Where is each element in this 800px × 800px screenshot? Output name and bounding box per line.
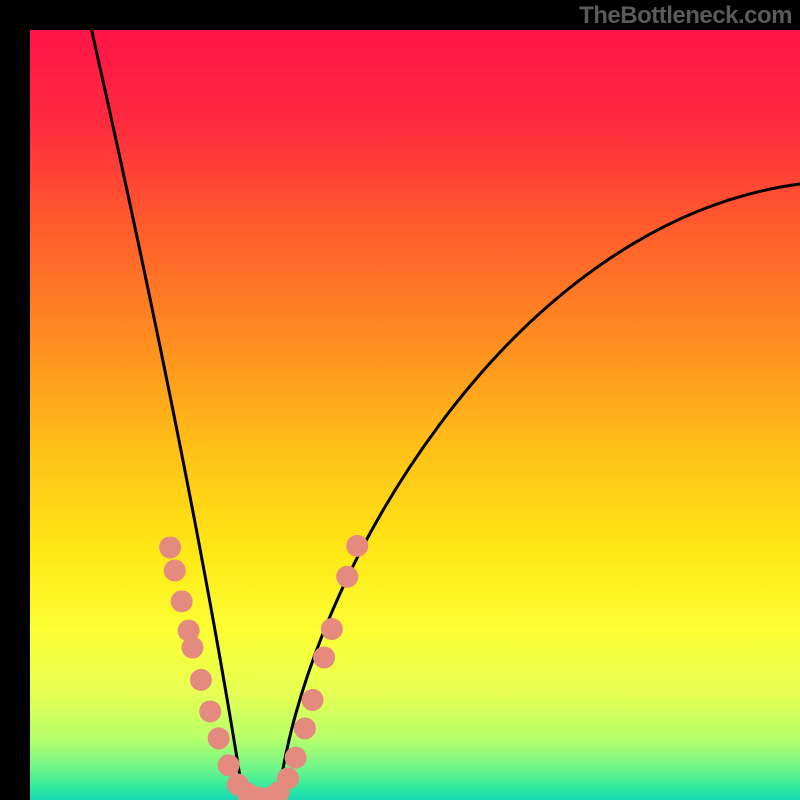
marker-point	[285, 747, 307, 769]
marker-point	[321, 618, 343, 640]
marker-point	[181, 637, 203, 659]
watermark-text: TheBottleneck.com	[579, 2, 792, 30]
marker-point	[159, 536, 181, 558]
marker-point	[190, 669, 212, 691]
marker-point	[171, 590, 193, 612]
marker-point	[277, 767, 299, 789]
marker-point	[208, 727, 230, 749]
marker-point	[218, 754, 240, 776]
marker-point	[336, 566, 358, 588]
marker-point	[294, 717, 316, 739]
marker-point	[164, 560, 186, 582]
marker-point	[199, 700, 221, 722]
chart-svg	[0, 0, 800, 800]
marker-point	[302, 689, 324, 711]
bottleneck-chart: TheBottleneck.com	[0, 0, 800, 800]
marker-point	[313, 647, 335, 669]
plot-gradient-background	[30, 30, 800, 800]
marker-point	[346, 535, 368, 557]
